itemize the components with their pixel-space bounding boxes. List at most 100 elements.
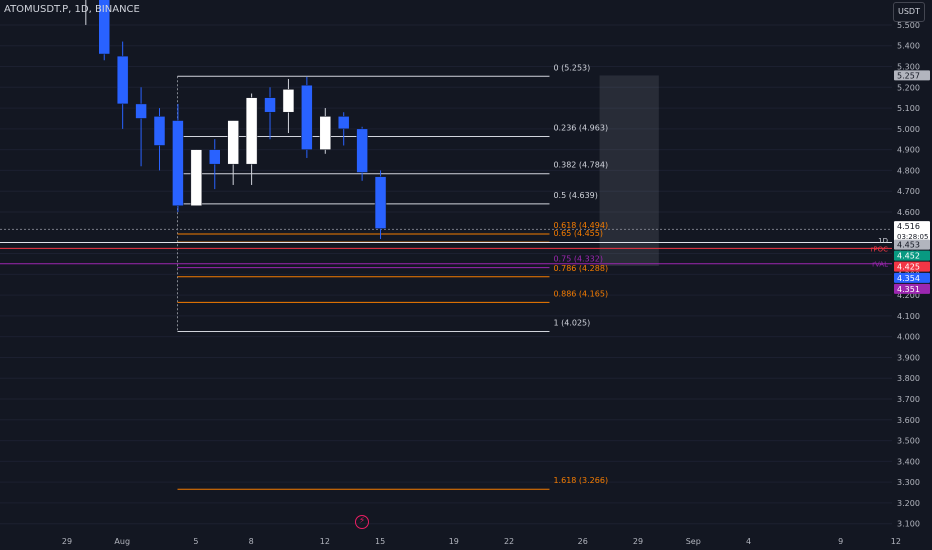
fib-level-label: 1.618 (3.266)	[553, 476, 608, 485]
price-label-text: 4.453	[897, 241, 920, 250]
candle-body-down	[153, 116, 166, 146]
price-axis-labels: 5.257 4.516 03:28:054.453 4.452 4.425 4.354 4.…	[894, 70, 930, 294]
x-tick-label: 9	[838, 537, 843, 546]
y-tick-label: 4.100	[897, 312, 920, 321]
candle-body-down	[374, 176, 387, 229]
price-label-text: 4.452	[897, 252, 920, 261]
y-tick-label: 3.500	[897, 437, 920, 446]
x-tick-label: 26	[578, 537, 588, 546]
x-tick-label: 29	[62, 537, 72, 546]
y-tick-label: 4.700	[897, 187, 920, 196]
candle[interactable]	[245, 93, 258, 185]
y-tick-label: 5.000	[897, 125, 920, 134]
price-label-box	[894, 283, 930, 294]
price-label-text: 4.425	[897, 263, 920, 272]
candle-body-down	[264, 97, 276, 113]
y-tick-label: 3.600	[897, 416, 920, 425]
y-tick-label: 5.300	[897, 63, 920, 72]
y-tick-label: 5.100	[897, 104, 920, 113]
fib-level-label: 0.236 (4.963)	[553, 124, 608, 133]
y-tick-label: 4.000	[897, 333, 920, 342]
candle[interactable]	[190, 149, 203, 206]
candle[interactable]	[80, 0, 91, 25]
fib-level-label: 0.786 (4.288)	[553, 264, 608, 273]
candle[interactable]	[116, 41, 129, 129]
currency-button[interactable]: USDT	[893, 2, 925, 22]
symbol-title: ATOMUSDT.P, 1D, BINANCE	[4, 4, 140, 15]
flash-icon[interactable]: ⚡	[355, 515, 369, 529]
fib-level-label: 0.65 (4.455)	[553, 229, 603, 238]
x-tick-label: 12	[891, 537, 901, 546]
y-tick-label: 5.400	[897, 42, 920, 51]
shaded-zone[interactable]	[599, 75, 659, 266]
candle[interactable]	[209, 139, 221, 190]
candle-body-down	[337, 116, 350, 130]
x-tick-label: 5	[193, 537, 198, 546]
candle[interactable]	[98, 0, 110, 61]
chart-grid	[0, 24, 892, 525]
y-tick-label: 3.100	[897, 520, 920, 529]
candle-body-up	[227, 120, 239, 165]
candle-body-down	[301, 84, 313, 150]
x-tick-label: 4	[746, 537, 751, 546]
candle[interactable]	[337, 112, 350, 146]
price-label-text: 4.351	[897, 285, 920, 294]
x-tick-label: 8	[249, 537, 254, 546]
candle[interactable]	[227, 120, 239, 185]
price-label-text: 4.516	[897, 222, 920, 231]
time-axis-background	[0, 532, 932, 550]
candle-body-down	[172, 120, 184, 206]
fib-level-label: 1 (4.025)	[553, 318, 590, 327]
fib-level-label: 0.886 (4.165)	[553, 289, 608, 298]
line-tag: 1D	[878, 237, 888, 245]
candle-body-up	[245, 97, 258, 165]
candle[interactable]	[374, 170, 387, 239]
price-label-box	[894, 272, 930, 283]
candle-body-down	[116, 55, 129, 105]
x-tick-label: Aug	[114, 537, 130, 546]
y-tick-label: 3.200	[897, 499, 920, 508]
candle[interactable]	[135, 87, 147, 167]
y-tick-label: 3.900	[897, 353, 920, 362]
price-label-box	[894, 250, 930, 261]
y-tick-label: 4.900	[897, 146, 920, 155]
price-label-box	[894, 261, 930, 272]
candle[interactable]	[319, 108, 332, 154]
price-label-box	[894, 70, 930, 81]
y-tick-label: 3.700	[897, 395, 920, 404]
x-tick-label: Sep	[686, 537, 701, 546]
candle[interactable]	[356, 126, 368, 181]
countdown-timer: 03:28:05	[897, 233, 928, 241]
y-tick-label: 3.800	[897, 374, 920, 383]
fib-level-label: 0.618 (4.494)	[553, 221, 608, 230]
candle-body-down	[209, 149, 221, 165]
candle[interactable]	[172, 103, 184, 212]
fibonacci-retracement[interactable]: 0 (5.253) 0.236 (4.963) 0.382 (4.784) 0.5 (…	[177, 63, 609, 490]
candle[interactable]	[301, 76, 313, 158]
candle-body-down	[356, 128, 368, 173]
fib-level-label: 0.75 (4.332)	[553, 255, 603, 264]
x-tick-label: 15	[375, 537, 385, 546]
line-tag: rVAL	[872, 261, 888, 269]
x-tick-label: 19	[449, 537, 459, 546]
candle[interactable]	[282, 78, 295, 133]
candle-body-up	[282, 89, 295, 113]
candle-body-up	[319, 116, 332, 150]
price-label-text: 5.257	[897, 71, 920, 80]
candle[interactable]	[153, 108, 166, 171]
candle-body-down	[135, 103, 147, 119]
x-tick-label: 22	[504, 537, 514, 546]
y-tick-label: 4.600	[897, 208, 920, 217]
candle[interactable]	[264, 87, 276, 140]
shaded-zone-layer	[599, 75, 659, 266]
time-axis[interactable]: 29 Aug 5 8 12 15 19 22 26 29 Sep 4 9 12	[0, 532, 932, 550]
y-tick-label: 3.300	[897, 478, 920, 487]
x-tick-label: 12	[320, 537, 330, 546]
y-tick-label: 4.800	[897, 166, 920, 175]
candles	[80, 0, 387, 239]
fib-level-label: 0.5 (4.639)	[553, 191, 597, 200]
fib-level-label: 0 (5.253)	[553, 63, 590, 72]
y-tick-label: 5.200	[897, 83, 920, 92]
